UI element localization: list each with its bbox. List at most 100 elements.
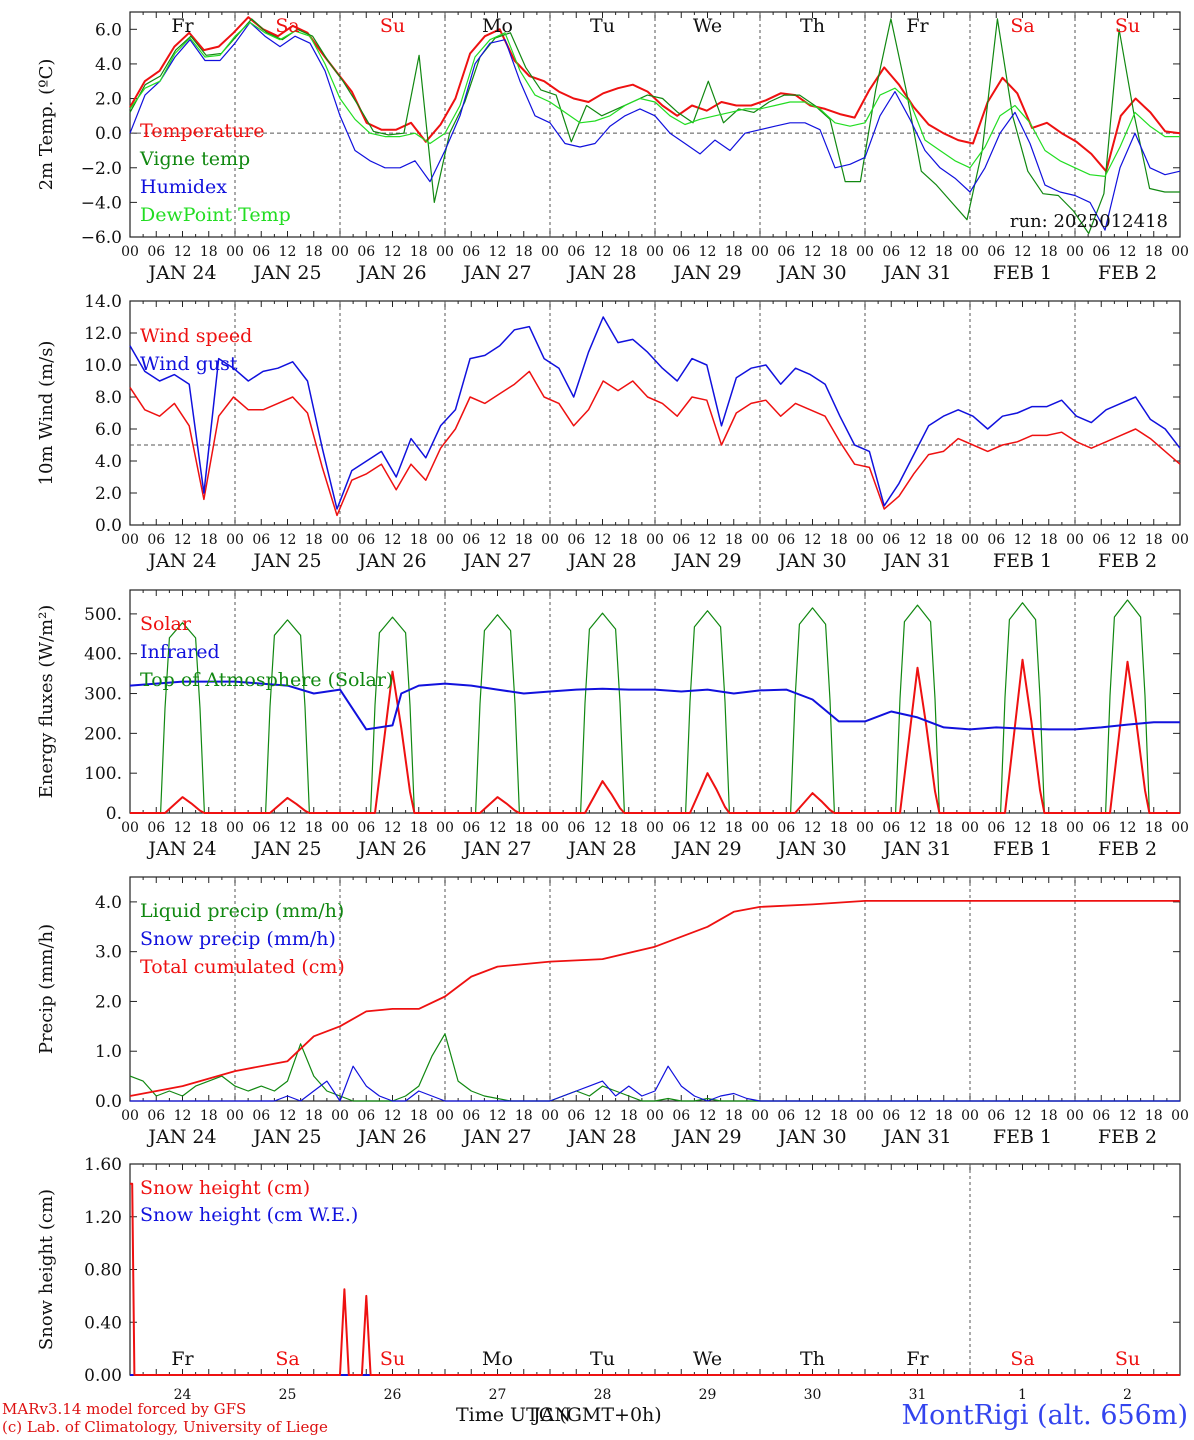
hour-tick-label: 06 bbox=[357, 1108, 375, 1124]
date-label: JAN 24 bbox=[146, 1126, 216, 1148]
hour-tick-label: 18 bbox=[410, 1108, 428, 1124]
hour-tick-label: 18 bbox=[515, 532, 533, 548]
hour-tick-label: 12 bbox=[804, 244, 822, 260]
station-label: MontRigi (alt. 656m) bbox=[901, 1400, 1188, 1431]
hour-tick-label: 12 bbox=[384, 1108, 402, 1124]
hour-tick-label: 06 bbox=[777, 820, 795, 836]
y-tick-label: 4.0 bbox=[95, 893, 122, 913]
hour-tick-label: 00 bbox=[751, 1108, 769, 1124]
hour-tick-label: 18 bbox=[725, 820, 743, 836]
y-tick-label: 0.0 bbox=[95, 516, 122, 536]
hour-tick-label: 12 bbox=[909, 532, 927, 548]
hour-tick-label: 12 bbox=[1119, 532, 1137, 548]
hour-tick-label: 06 bbox=[462, 820, 480, 836]
weekday-label: Fr bbox=[171, 15, 194, 37]
hour-tick-label: 12 bbox=[279, 532, 297, 548]
date-label: JAN 27 bbox=[461, 262, 531, 284]
hour-tick-label: 00 bbox=[226, 1108, 244, 1124]
hour-tick-label: 00 bbox=[856, 244, 874, 260]
series-line-vigne-temp bbox=[129, 18, 1180, 235]
hour-tick-label: 06 bbox=[252, 820, 270, 836]
hour-tick-label: 06 bbox=[147, 1108, 165, 1124]
panel-5: 0.00 0.40 0.80 1.20 1.60 Snow height (cm) Snow… bbox=[36, 1155, 1181, 1403]
y-tick-label: 12.0 bbox=[84, 324, 122, 344]
hour-tick-label: 06 bbox=[987, 532, 1005, 548]
hour-tick-label: 18 bbox=[620, 532, 638, 548]
y-tick-label: 0.0 bbox=[95, 1092, 122, 1112]
hour-tick-label: 12 bbox=[594, 532, 612, 548]
hour-tick-label: 06 bbox=[672, 244, 690, 260]
weekday-label: Su bbox=[380, 15, 405, 37]
hour-tick-label: 12 bbox=[489, 1108, 507, 1124]
date-number-label: 26 bbox=[384, 1387, 402, 1403]
hour-tick-label: 18 bbox=[1145, 1108, 1163, 1124]
date-label: JAN 31 bbox=[881, 262, 951, 284]
series-line-solar bbox=[130, 658, 1180, 814]
hour-tick-label: 18 bbox=[935, 820, 953, 836]
hour-tick-label: 00 bbox=[1066, 1108, 1084, 1124]
hour-tick-label: 18 bbox=[305, 1108, 323, 1124]
hour-tick-label: 18 bbox=[620, 1108, 638, 1124]
series-line-total-cumulated-cm- bbox=[129, 900, 1180, 1097]
hour-tick-label: 12 bbox=[594, 244, 612, 260]
hour-tick-label: 00 bbox=[1171, 820, 1189, 836]
hour-tick-label: 12 bbox=[174, 1108, 192, 1124]
hour-tick-label: 18 bbox=[1145, 820, 1163, 836]
hour-tick-label: 06 bbox=[252, 244, 270, 260]
hour-tick-label: 00 bbox=[541, 1108, 559, 1124]
series-line-snow-precip-mm-h- bbox=[130, 1065, 1180, 1102]
hour-tick-label: 06 bbox=[462, 532, 480, 548]
date-label: FEB 1 bbox=[993, 1126, 1052, 1148]
panel-3: 0. 100. 200. 300. 400. 500. Energy fluxes (W/m… bbox=[36, 589, 1189, 860]
date-label: JAN 24 bbox=[146, 550, 216, 572]
date-label: JAN 30 bbox=[776, 1126, 846, 1148]
date-label: JAN 25 bbox=[251, 262, 321, 284]
weekday-label: Su bbox=[1115, 15, 1140, 37]
hour-tick-label: 00 bbox=[1066, 532, 1084, 548]
hour-tick-label: 18 bbox=[830, 820, 848, 836]
model-credit: MARv3.14 model forced by GFS bbox=[2, 1400, 247, 1418]
hour-tick-label: 18 bbox=[305, 532, 323, 548]
y-tick-label: −6.0 bbox=[81, 228, 122, 248]
y-axis-label: Energy fluxes (W/m²) bbox=[36, 605, 57, 799]
hour-tick-label: 18 bbox=[620, 820, 638, 836]
date-label: JAN 28 bbox=[566, 262, 636, 284]
hour-tick-label: 00 bbox=[121, 820, 139, 836]
hour-tick-label: 12 bbox=[804, 532, 822, 548]
y-tick-label: 0.80 bbox=[84, 1261, 122, 1281]
hour-tick-label: 06 bbox=[777, 532, 795, 548]
hour-tick-label: 06 bbox=[777, 244, 795, 260]
hour-tick-label: 12 bbox=[699, 244, 717, 260]
hour-tick-label: 18 bbox=[1145, 244, 1163, 260]
y-tick-label: 1.60 bbox=[84, 1155, 122, 1175]
hour-tick-label: 06 bbox=[987, 1108, 1005, 1124]
date-label: FEB 2 bbox=[1098, 838, 1157, 860]
hour-tick-label: 00 bbox=[541, 532, 559, 548]
hour-tick-label: 00 bbox=[541, 244, 559, 260]
legend-entry: Liquid precip (mm/h) bbox=[140, 900, 344, 922]
date-label: JAN 29 bbox=[671, 1126, 741, 1148]
hour-tick-label: 18 bbox=[200, 532, 218, 548]
hour-tick-label: 00 bbox=[856, 1108, 874, 1124]
hour-tick-label: 18 bbox=[1040, 244, 1058, 260]
hour-tick-label: 12 bbox=[384, 244, 402, 260]
y-axis-label: Precip (mm/h) bbox=[36, 924, 57, 1054]
weekday-label: Sa bbox=[1010, 1348, 1034, 1370]
y-tick-label: 200. bbox=[84, 724, 122, 744]
hour-tick-label: 18 bbox=[830, 244, 848, 260]
hour-tick-label: 06 bbox=[567, 820, 585, 836]
date-number-label: 31 bbox=[909, 1387, 927, 1403]
hour-tick-label: 06 bbox=[462, 244, 480, 260]
hour-tick-label: 00 bbox=[331, 244, 349, 260]
weekday-label: Sa bbox=[275, 15, 299, 37]
date-number-label: 1 bbox=[1018, 1387, 1027, 1403]
hour-tick-label: 00 bbox=[331, 1108, 349, 1124]
hour-tick-label: 12 bbox=[384, 820, 402, 836]
hour-tick-label: 06 bbox=[567, 1108, 585, 1124]
hour-tick-label: 00 bbox=[121, 1108, 139, 1124]
hour-tick-label: 00 bbox=[856, 820, 874, 836]
hour-tick-label: 18 bbox=[200, 244, 218, 260]
hour-tick-label: 12 bbox=[804, 1108, 822, 1124]
hour-tick-label: 06 bbox=[357, 820, 375, 836]
